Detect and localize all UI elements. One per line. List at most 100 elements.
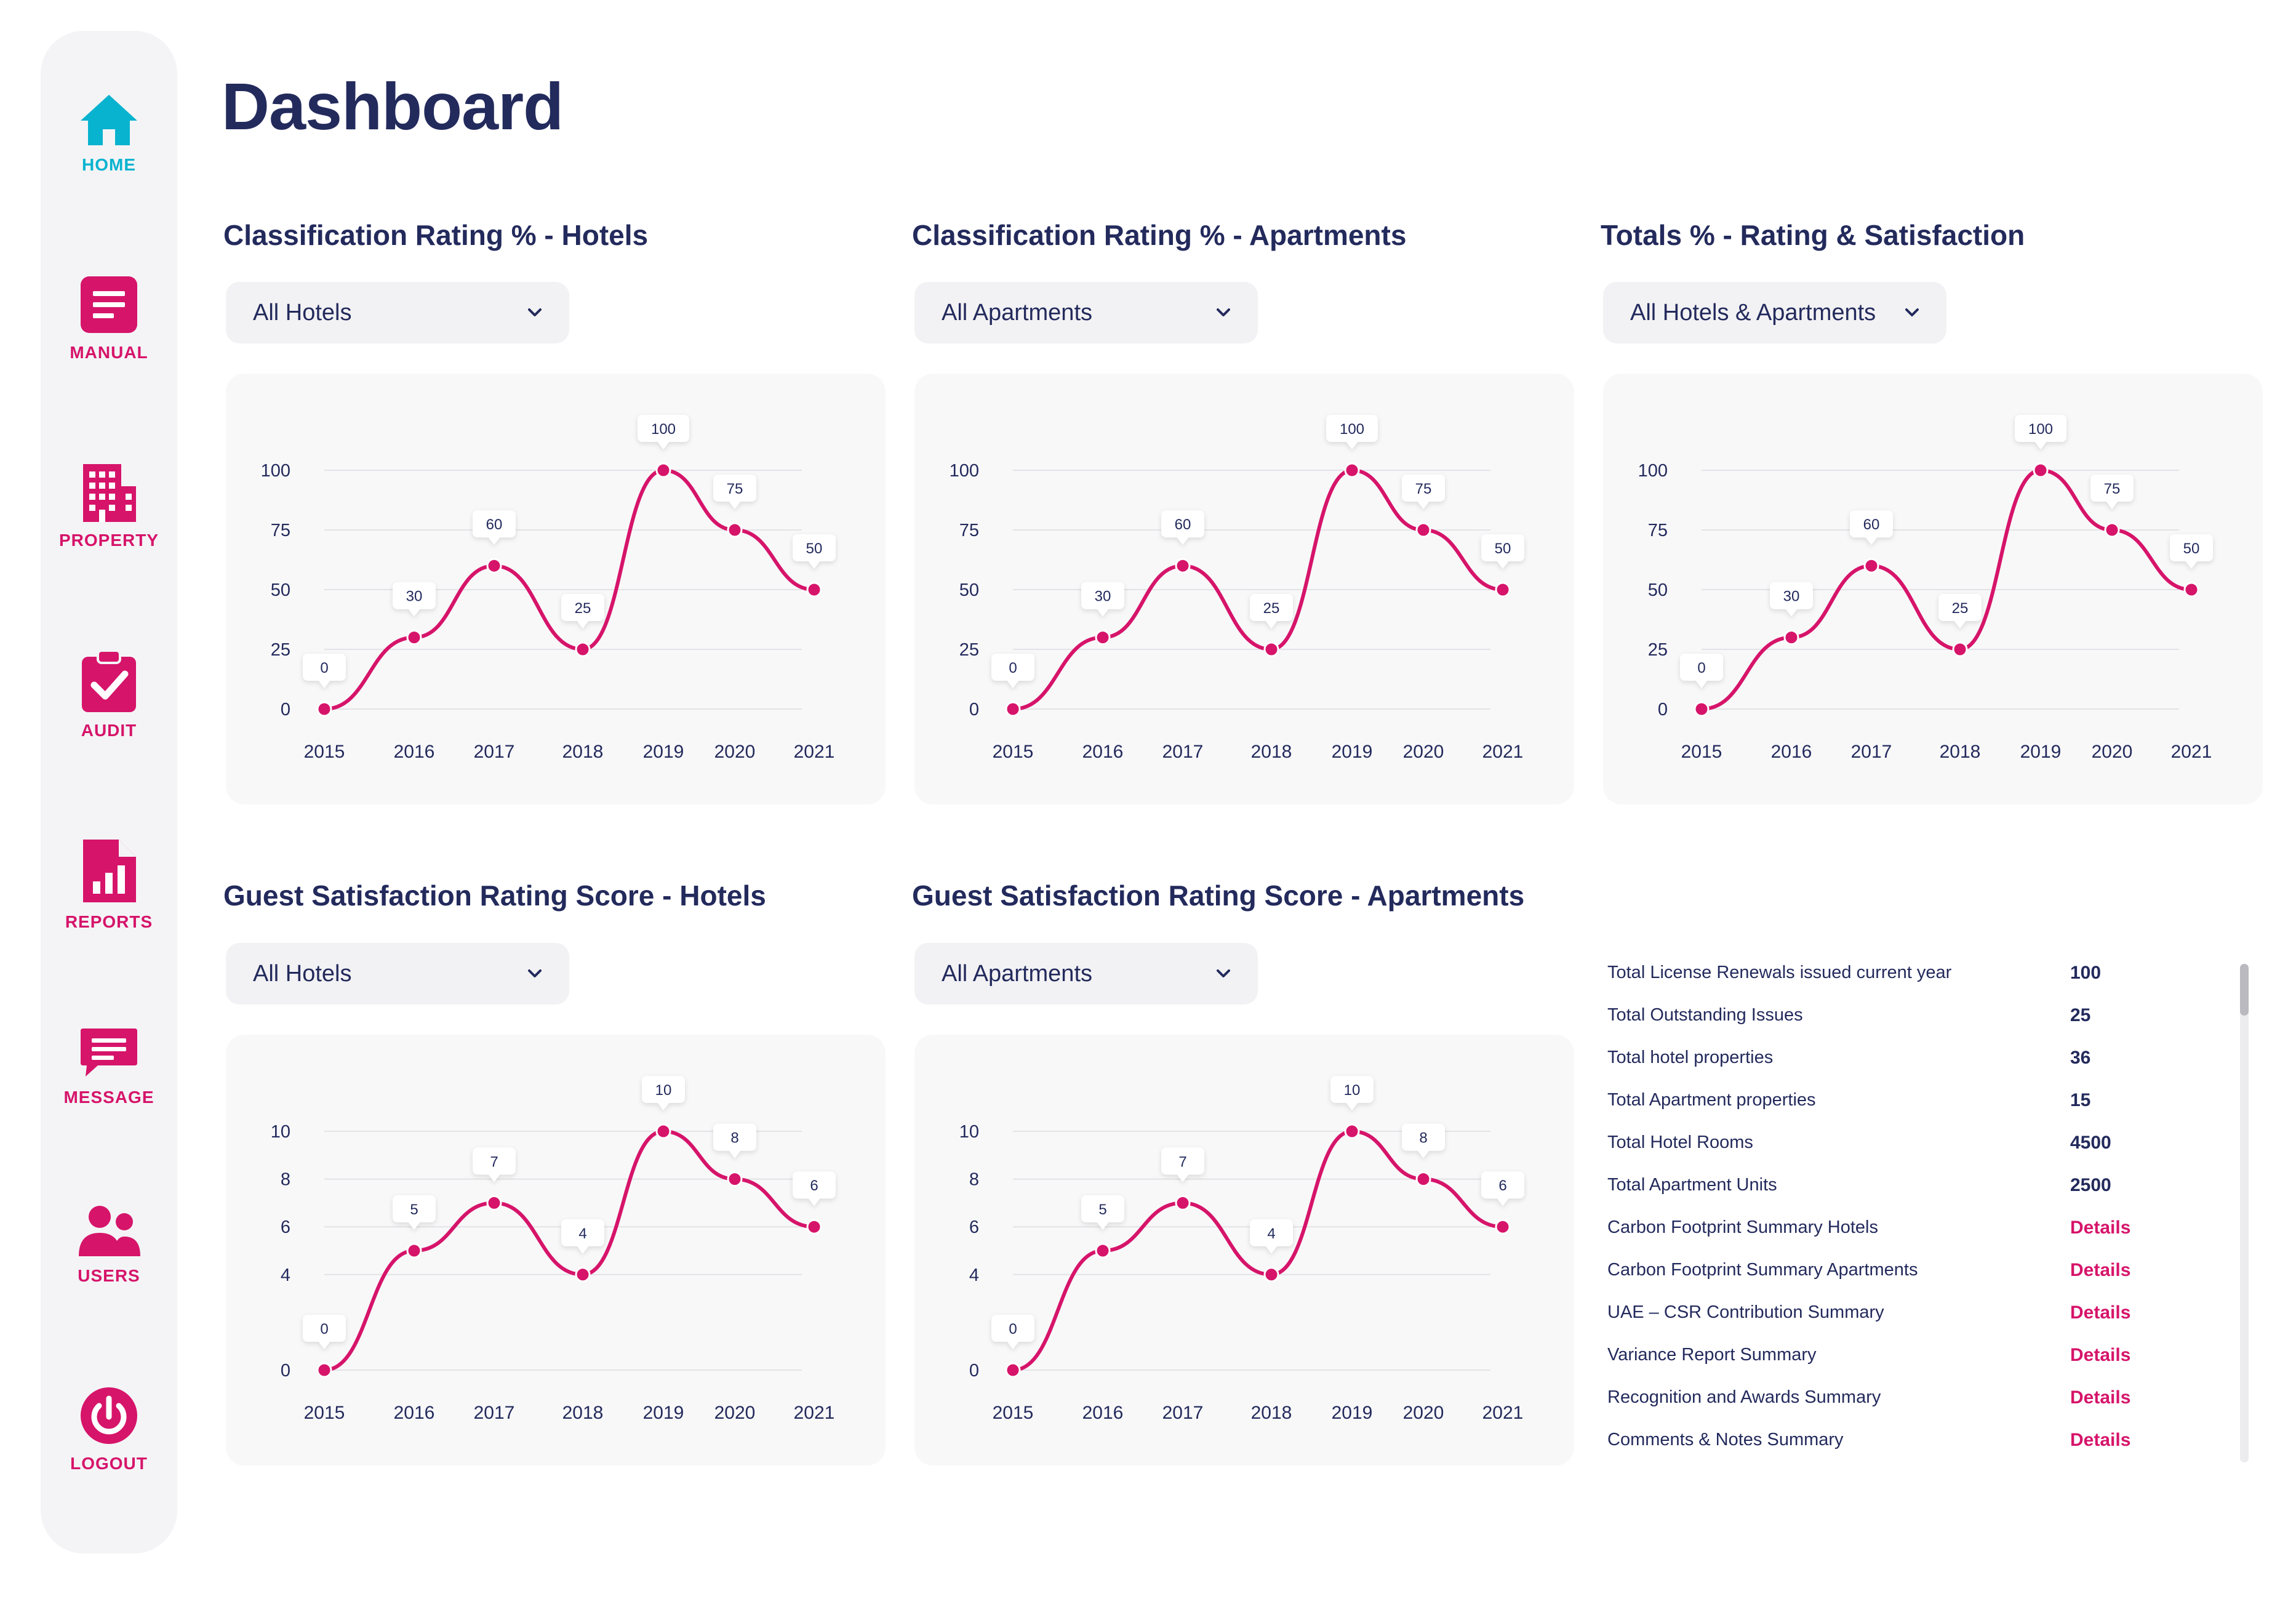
data-point[interactable] [1095,630,1111,646]
data-point[interactable] [486,1195,502,1211]
data-point[interactable] [1495,1219,1511,1235]
nav-label-logout: LOGOUT [70,1454,148,1473]
data-point[interactable] [1005,1362,1021,1378]
details-link[interactable]: Details [2070,1344,2131,1365]
data-point[interactable] [1344,462,1360,478]
nav-item-home[interactable]: HOME [41,92,177,175]
panel-title-totals-rating-satisfaction: Totals % - Rating & Satisfaction [1601,219,2025,251]
y-tick-label: 10 [271,1122,290,1142]
data-point[interactable] [1415,1171,1431,1187]
data-label [642,1076,685,1110]
data-label-text: 75 [727,481,743,497]
y-tick-label: 0 [969,700,979,720]
nav-item-message[interactable]: MESSAGE [41,1025,177,1107]
data-point[interactable] [1005,701,1021,717]
nav-item-reports[interactable]: REPORTS [41,837,177,932]
apartments-rating-filter-dropdown[interactable]: All Apartments [914,282,1258,343]
x-tick-label: 2018 [562,742,604,762]
data-point[interactable] [575,641,591,657]
data-point[interactable] [806,1219,822,1235]
line-chart: 0 25 50 75 100 2015 2016 2017 2018 2019 2020 2021 0 3… [1638,415,2213,762]
summary-scrollbar[interactable] [2240,964,2249,1462]
data-point[interactable] [1095,1243,1111,1259]
data-point[interactable] [727,1171,743,1187]
data-point[interactable] [1783,630,1799,646]
data-point[interactable] [655,1123,671,1139]
data-point[interactable] [406,630,422,646]
data-point[interactable] [1694,701,1710,717]
line-chart: 0 4 6 8 10 2015 2016 2017 2018 2019 2020 2021 0 5 7 4 10… [271,1076,836,1423]
data-point[interactable] [1863,558,1879,574]
apartments-satisfaction-filter-dropdown[interactable]: All Apartments [914,943,1258,1005]
data-label [2015,415,2066,449]
data-label [1081,1195,1124,1230]
nav-label-users: USERS [78,1266,140,1285]
y-tick-label: 8 [969,1170,979,1190]
data-point[interactable] [2104,522,2120,538]
totals-filter-dropdown[interactable]: All Hotels & Apartments [1603,282,1946,343]
details-link[interactable]: Details [2070,1387,2131,1408]
data-point[interactable] [1415,522,1431,538]
data-point[interactable] [316,701,332,717]
data-point[interactable] [806,582,822,598]
details-link[interactable]: Details [2070,1259,2131,1280]
x-tick-label: 2019 [1332,1403,1373,1423]
data-point[interactable] [1952,641,1968,657]
data-point[interactable] [2183,582,2199,598]
data-point[interactable] [2033,462,2049,478]
details-link[interactable]: Details [2070,1429,2131,1450]
data-label-text: 0 [1009,1321,1017,1337]
x-tick-label: 2017 [474,742,515,762]
x-tick-label: 2021 [794,1403,835,1423]
data-label-text: 5 [410,1201,418,1218]
data-point[interactable] [1175,558,1191,574]
details-link[interactable]: Details [2070,1217,2131,1238]
scrollbar-thumb[interactable] [2240,964,2249,1016]
data-label [1402,475,1445,509]
summary-row: Comments & Notes Summary Details [1607,1419,2223,1461]
data-label [793,1171,836,1206]
nav-label-audit: AUDIT [81,721,137,740]
hotels-rating-filter-dropdown[interactable]: All Hotels [226,282,569,343]
data-point[interactable] [655,462,671,478]
hotels-satisfaction-filter-dropdown[interactable]: All Hotels [226,943,569,1005]
data-point[interactable] [727,522,743,538]
users-icon [79,1206,140,1256]
data-point[interactable] [316,1362,332,1378]
nav-item-manual[interactable]: MANUAL [41,274,177,363]
data-point[interactable] [486,558,502,574]
x-tick-label: 2020 [1403,742,1444,762]
data-point[interactable] [406,1243,422,1259]
series-line [1011,1129,1505,1372]
data-point[interactable] [1263,1267,1279,1283]
y-tick-label: 50 [271,580,290,600]
x-tick-label: 2017 [1851,742,1892,762]
data-point[interactable] [1263,641,1279,657]
nav-item-audit[interactable]: AUDIT [41,649,177,740]
nav-item-property[interactable]: PROPERTY [41,462,177,550]
hotels-rating-chart: 0 25 50 75 100 2015 2016 2017 2018 2019 2020 2021 0 3… [226,374,886,804]
nav-item-logout[interactable]: LOGOUT [41,1385,177,1474]
data-label-text: 75 [1415,481,1432,497]
summary-value: 4500 [2070,1132,2111,1153]
nav-item-users[interactable]: USERS [41,1203,177,1286]
nav-label-message: MESSAGE [63,1088,154,1107]
data-label-text: 60 [486,516,503,533]
summary-row: Total hotel properties 36 [1607,1037,2223,1079]
summary-row: Carbon Footprint Summary Apartments Detai… [1607,1249,2223,1291]
report-icon [83,840,136,902]
summary-row: Total Hotel Rooms 4500 [1607,1121,2223,1164]
data-label [473,1147,516,1182]
details-link[interactable]: Details [2070,1302,2131,1323]
data-point[interactable] [1344,1123,1360,1139]
data-label [1680,654,1723,688]
data-point[interactable] [1495,582,1511,598]
summary-value: 2500 [2070,1174,2111,1195]
data-point[interactable] [1175,1195,1191,1211]
summary-row: Carbon Footprint Summary Hotels Details [1607,1206,2223,1249]
data-point[interactable] [575,1267,591,1283]
x-tick-label: 2016 [1082,1403,1124,1423]
x-tick-label: 2017 [474,1403,515,1423]
apartments-rating-chart: 0 25 50 75 100 2015 2016 2017 2018 2019 2020 2021 0 3… [914,374,1574,804]
summary-label: Total License Renewals issued current ye… [1607,963,1952,982]
